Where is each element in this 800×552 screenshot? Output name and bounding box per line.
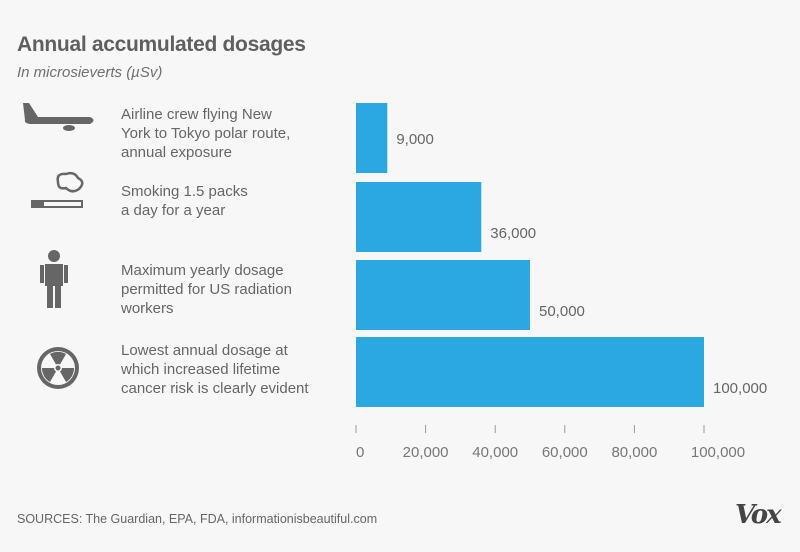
bar — [356, 103, 388, 173]
label-line: permitted for US radiation — [121, 281, 292, 298]
data-label: 9,000 — [396, 131, 434, 148]
label-line: a day for a year — [121, 202, 226, 219]
x-tick-label: 100,000 — [691, 444, 745, 461]
label-line: Maximum yearly dosage — [121, 262, 284, 279]
bar — [356, 260, 530, 330]
category-label: Maximum yearly dosage permitted for US r… — [121, 261, 351, 318]
category-label: Lowest annual dosage at which increased … — [121, 341, 351, 398]
category-label: Airline crew flying New York to Tokyo po… — [121, 105, 351, 162]
label-line: Lowest annual dosage at — [121, 342, 288, 359]
radiation-worker-icon — [40, 250, 68, 308]
chart-title: Annual accumulated dosages — [17, 33, 306, 56]
airplane-icon — [23, 103, 94, 131]
label-line: York to Tokyo polar route, — [121, 125, 291, 142]
data-label: 100,000 — [713, 380, 767, 397]
bar — [356, 182, 482, 252]
label-line: Smoking 1.5 packs — [121, 183, 248, 200]
cigarette-icon — [31, 171, 84, 208]
vox-logo: Vox — [735, 500, 782, 530]
label-line: cancer risk is clearly evident — [121, 380, 309, 397]
bar — [356, 337, 704, 407]
label-line: which increased lifetime — [121, 361, 281, 378]
label-line: annual exposure — [121, 144, 232, 161]
data-label: 36,000 — [490, 225, 536, 242]
x-tick-label: 40,000 — [472, 444, 518, 461]
chart-subtitle: In microsieverts (µSv) — [17, 64, 163, 81]
x-tick-label: 80,000 — [611, 444, 657, 461]
label-line: Airline crew flying New — [121, 106, 272, 123]
x-tick-label: 20,000 — [403, 444, 449, 461]
x-tick-label: 60,000 — [542, 444, 588, 461]
x-tick-label: 0 — [356, 444, 364, 461]
radiation-icon — [37, 347, 79, 389]
source-note: SOURCES: The Guardian, EPA, FDA, informa… — [17, 512, 378, 526]
label-line: workers — [121, 300, 174, 317]
category-label: Smoking 1.5 packs a day for a year — [121, 182, 351, 220]
data-label: 50,000 — [539, 303, 585, 320]
